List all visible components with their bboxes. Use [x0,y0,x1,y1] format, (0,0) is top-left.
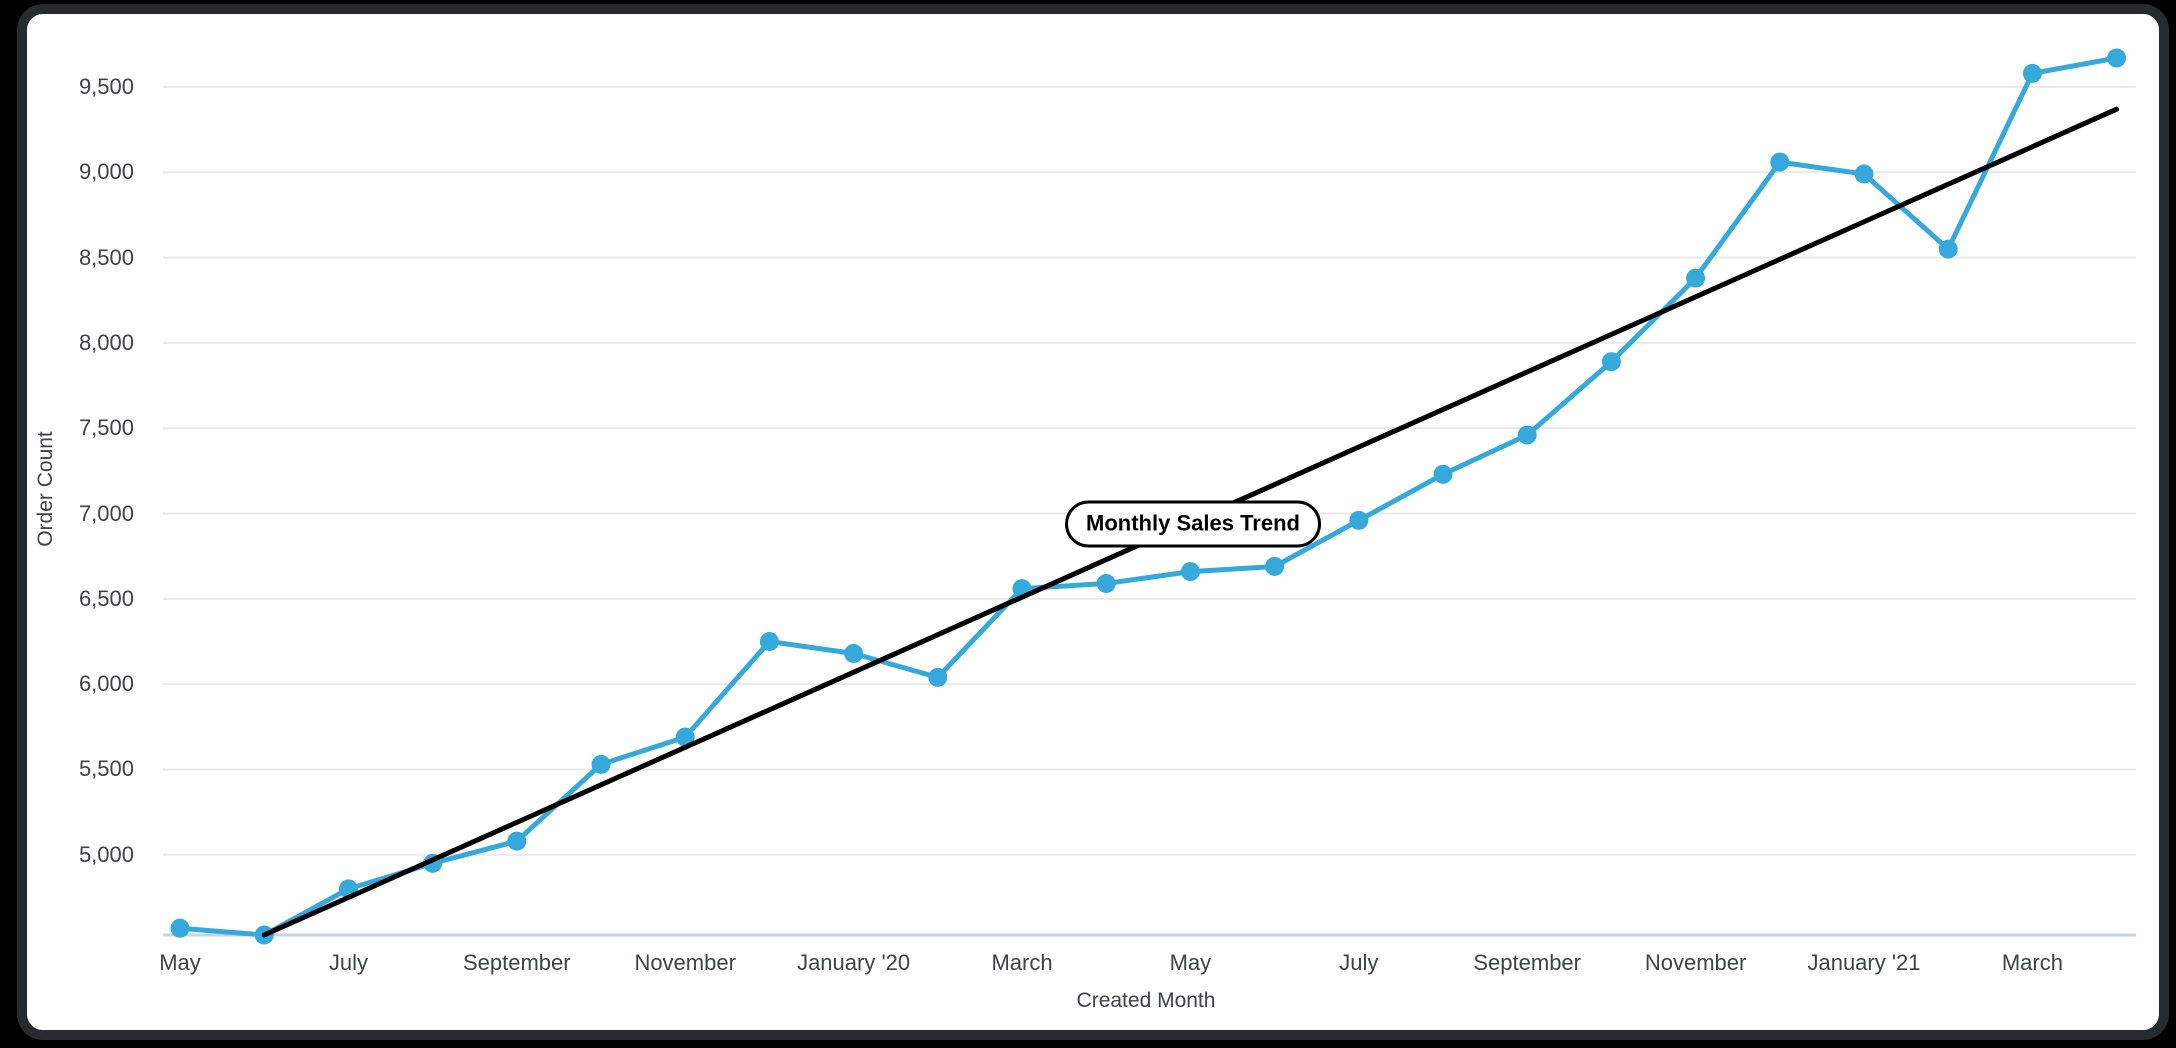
trend-annotation-pill: Monthly Sales Trend [1065,500,1321,548]
